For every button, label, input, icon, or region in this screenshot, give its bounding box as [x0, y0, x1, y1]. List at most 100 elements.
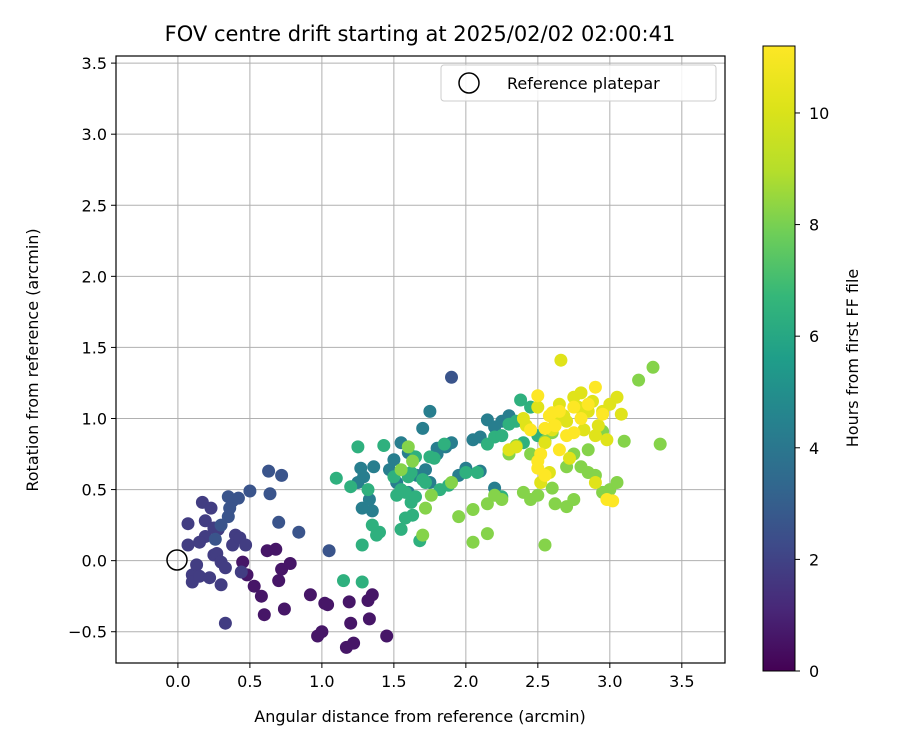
data-point	[588, 476, 602, 489]
data-point	[548, 419, 562, 433]
data-point	[588, 429, 602, 443]
y-tick-label: 0.0	[82, 552, 107, 571]
colorbar: 0 2 4 6 8 10 Hours from first FF file	[762, 45, 862, 681]
data-point	[380, 629, 394, 643]
legend-label: Reference platepar	[507, 74, 660, 93]
y-tick-label: −0.5	[68, 623, 107, 642]
data-point	[351, 440, 365, 454]
data-point	[208, 532, 222, 546]
x-tick-label: 2.5	[525, 672, 550, 691]
data-point	[193, 535, 206, 549]
legend-open-circle-marker	[458, 72, 480, 94]
data-point	[466, 503, 480, 516]
data-point	[231, 491, 245, 505]
data-point	[416, 528, 430, 542]
data-point	[531, 389, 545, 403]
data-point	[321, 598, 335, 612]
data-point	[344, 480, 358, 494]
data-point	[337, 574, 350, 588]
data-point	[254, 589, 268, 603]
data-point	[198, 514, 212, 528]
data-point	[342, 595, 356, 609]
data-point	[218, 561, 232, 575]
data-point	[531, 461, 545, 475]
y-axis-label: Rotation from reference (arcmin)	[23, 228, 42, 491]
data-point	[398, 485, 412, 499]
colorbar-tick-label: 4	[809, 439, 819, 458]
grid	[116, 56, 725, 663]
data-point	[303, 588, 317, 602]
data-point	[394, 522, 408, 536]
colorbar-tick-label: 8	[809, 216, 819, 235]
legend: Reference platepar	[440, 64, 717, 102]
data-point	[581, 443, 595, 457]
data-point	[538, 538, 552, 552]
data-point	[263, 487, 277, 501]
data-point	[545, 481, 559, 495]
data-point	[459, 466, 473, 479]
x-axis-ticks: 0.0 0.5 1.0 1.5 2.0 2.5 3.0 3.5	[165, 663, 695, 691]
data-point	[322, 544, 336, 558]
data-point	[315, 625, 329, 639]
data-point	[236, 555, 250, 569]
data-point	[247, 579, 261, 593]
data-point	[452, 510, 466, 524]
data-point	[234, 565, 248, 579]
data-point	[560, 414, 574, 428]
x-tick-label: 1.0	[309, 672, 334, 691]
data-point	[272, 515, 286, 529]
data-point	[262, 464, 276, 478]
data-point	[567, 426, 581, 440]
colorbar-tick-label: 6	[809, 327, 819, 346]
data-point	[574, 386, 588, 400]
data-point	[367, 460, 381, 474]
colorbar-tick-label: 2	[809, 550, 819, 569]
y-tick-label: 1.5	[82, 338, 107, 357]
data-point	[495, 493, 509, 506]
data-point	[610, 476, 624, 489]
data-point	[591, 419, 605, 433]
data-point	[398, 511, 412, 525]
data-point	[355, 501, 369, 515]
x-tick-label: 2.0	[453, 672, 478, 691]
data-point	[218, 616, 232, 630]
data-point	[524, 423, 538, 437]
data-point	[554, 353, 568, 367]
data-point	[445, 476, 458, 489]
data-point	[646, 360, 660, 374]
reference-platepar-marker	[166, 549, 188, 571]
data-point	[423, 404, 437, 418]
data-point	[277, 602, 291, 616]
data-point	[509, 440, 523, 454]
data-point	[394, 463, 408, 477]
colorbar-tick-label: 10	[809, 104, 829, 123]
data-point	[401, 440, 415, 454]
y-tick-label: 2.0	[82, 267, 107, 286]
data-point	[480, 527, 494, 541]
data-point	[552, 443, 566, 457]
data-point	[329, 471, 343, 485]
data-point	[548, 497, 562, 511]
data-point	[365, 504, 379, 518]
x-tick-label: 0.0	[165, 672, 190, 691]
plot-frame	[115, 55, 726, 664]
legend-box	[440, 64, 717, 102]
data-point	[424, 488, 438, 502]
data-point	[214, 518, 228, 532]
data-point	[181, 517, 195, 531]
data-point	[531, 400, 545, 414]
data-point	[581, 397, 595, 411]
data-point	[419, 463, 432, 477]
data-point	[437, 437, 451, 451]
data-point	[387, 453, 401, 467]
data-point	[416, 421, 430, 435]
data-point	[362, 493, 376, 506]
data-point	[292, 525, 306, 539]
data-point	[567, 493, 581, 506]
data-point	[190, 558, 204, 572]
data-point	[495, 429, 509, 443]
data-point	[406, 454, 420, 468]
y-tick-label: 1.0	[82, 409, 107, 428]
data-point	[257, 608, 271, 622]
